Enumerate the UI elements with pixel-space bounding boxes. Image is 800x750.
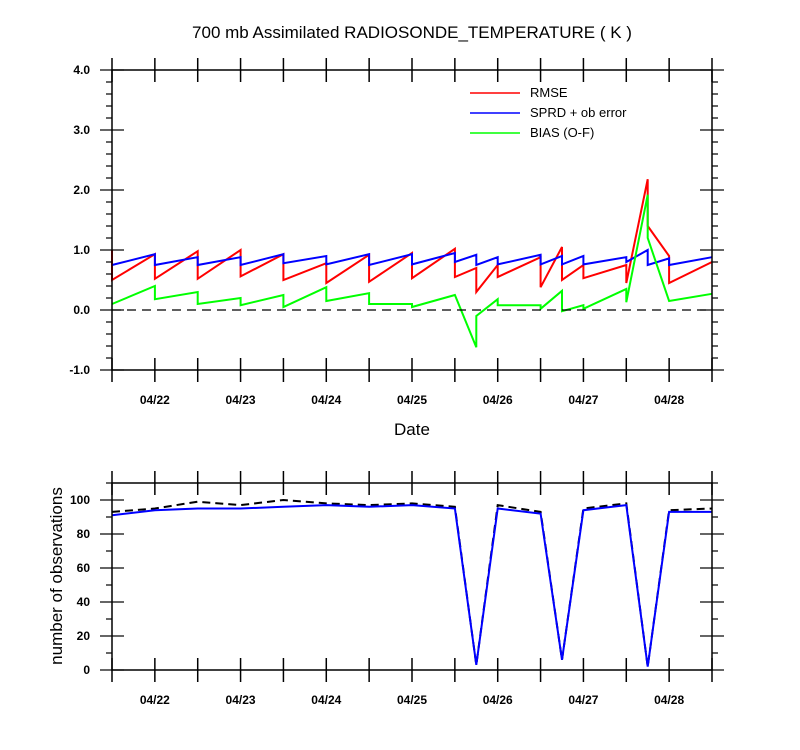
y-tick-label: 40: [77, 595, 91, 609]
y-axis-label-observations: number of observations: [47, 487, 66, 665]
x-tick-label: 04/24: [311, 393, 341, 407]
x-tick-label: 04/26: [483, 393, 513, 407]
x-tick-label: 04/27: [568, 393, 598, 407]
y-tick-label: 100: [70, 493, 90, 507]
legend-label-bias: BIAS (O-F): [530, 125, 594, 140]
chart-title: 700 mb Assimilated RADIOSONDE_TEMPERATUR…: [192, 23, 632, 42]
observations-axes: 04/22 04/23 04/24 04/25 04/26 04/27 04/28 100 80…: [70, 471, 724, 707]
y-tick-label: 0: [83, 663, 90, 677]
x-tick-label: 04/27: [568, 693, 598, 707]
series-line-bias-o-f: [111, 194, 713, 348]
series-line-rmse: [111, 178, 713, 295]
x-tick-label: 04/23: [226, 393, 256, 407]
y-tick-label: 4.0: [73, 63, 90, 77]
y-tick-label: 1.0: [73, 243, 90, 257]
x-tick-label: 04/25: [397, 393, 427, 407]
x-tick-label: 04/22: [140, 393, 170, 407]
temperature-chart: 700 mb Assimilated RADIOSONDE_TEMPERATUR…: [69, 23, 724, 439]
temperature-series: [111, 178, 713, 348]
x-tick-label: 04/26: [483, 693, 513, 707]
x-tick-label: 04/23: [226, 693, 256, 707]
y-tick-label: 0.0: [73, 303, 90, 317]
x-tick-label: 04/25: [397, 693, 427, 707]
x-axis-label: Date: [394, 420, 430, 439]
series-line-observations-used: [111, 503, 712, 667]
legend: RMSE SPRD + ob error BIAS (O-F): [470, 85, 627, 140]
x-tick-label: 04/24: [311, 693, 341, 707]
y-tick-label: 3.0: [73, 123, 90, 137]
series-line-sprd-ob-error: [111, 248, 713, 267]
y-tick-label: 20: [77, 629, 91, 643]
observations-plot-frame: [111, 482, 713, 671]
x-tick-label: 04/28: [654, 393, 684, 407]
legend-label-rmse: RMSE: [530, 85, 568, 100]
y-tick-label: 60: [77, 561, 91, 575]
series-line-observations-possible: [111, 498, 713, 667]
y-tick-label: 2.0: [73, 183, 90, 197]
y-tick-label: -1.0: [69, 363, 90, 377]
y-tick-label: 80: [77, 527, 91, 541]
observations-series: [111, 498, 713, 667]
observations-chart: 04/22 04/23 04/24 04/25 04/26 04/27 04/28 100 80…: [47, 471, 724, 707]
legend-label-sprd: SPRD + ob error: [530, 105, 627, 120]
temperature-plot-frame: [111, 69, 713, 371]
x-tick-label: 04/22: [140, 693, 170, 707]
x-tick-label: 04/28: [654, 693, 684, 707]
